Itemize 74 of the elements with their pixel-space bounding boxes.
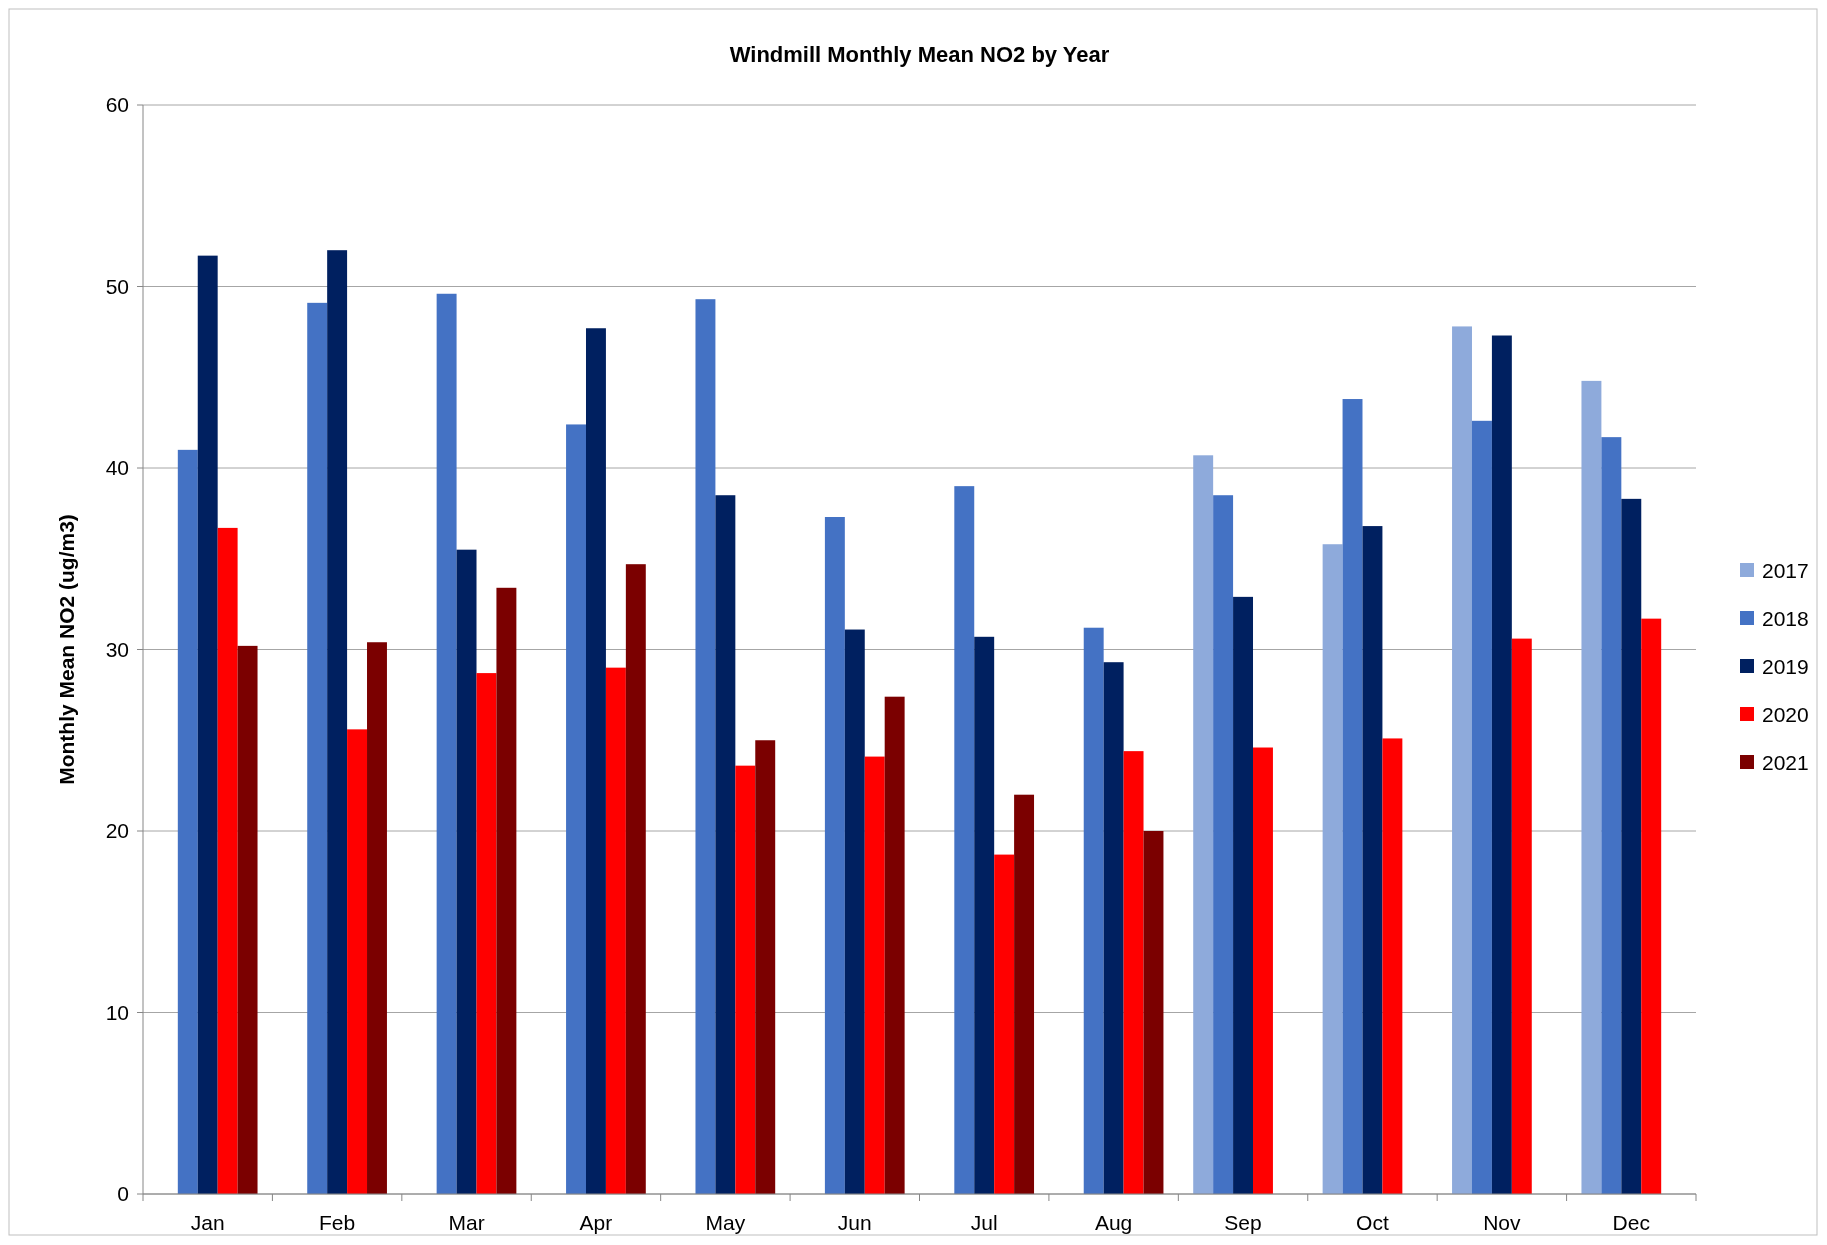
bar <box>954 486 975 1194</box>
bar <box>625 564 646 1194</box>
bar <box>715 495 736 1194</box>
bar <box>1253 747 1273 1194</box>
bar <box>1103 662 1124 1194</box>
bar <box>974 636 995 1194</box>
x-tick-label: Dec <box>1612 1211 1650 1234</box>
legend-label: 2021 <box>1762 751 1809 775</box>
bar <box>1471 420 1492 1194</box>
x-tick-label: Feb <box>319 1211 356 1234</box>
legend-label: 2018 <box>1762 607 1809 631</box>
bar <box>755 740 776 1194</box>
x-tick-label: Jan <box>190 1211 225 1234</box>
bar <box>1123 751 1144 1194</box>
bar <box>197 255 218 1194</box>
bar <box>1491 335 1512 1194</box>
x-tick-label: Jul <box>970 1211 998 1234</box>
bar <box>844 629 865 1194</box>
x-tick-label: Mar <box>448 1211 485 1234</box>
bar <box>1014 794 1035 1194</box>
bar <box>347 729 368 1194</box>
bar <box>695 299 716 1194</box>
bar <box>476 673 497 1194</box>
x-tick-label: May <box>705 1211 746 1234</box>
bar <box>1322 544 1343 1194</box>
bar <box>585 328 606 1194</box>
x-tick-label: Oct <box>1356 1211 1389 1234</box>
legend-label: 2019 <box>1762 655 1809 679</box>
x-tick-label: Aug <box>1094 1211 1133 1234</box>
bar <box>1641 618 1662 1194</box>
bar <box>735 765 756 1194</box>
bar <box>217 527 238 1194</box>
bar <box>177 449 198 1194</box>
bar <box>566 424 586 1194</box>
y-tick-label: 50 <box>105 274 129 298</box>
bar <box>1233 596 1254 1194</box>
bar <box>1342 399 1363 1194</box>
bar <box>1511 638 1532 1194</box>
y-tick-label: 10 <box>105 1000 129 1024</box>
y-tick-label: 60 <box>105 93 129 117</box>
bar <box>605 667 626 1194</box>
bar <box>1382 738 1403 1194</box>
bar <box>307 302 328 1194</box>
x-tick-label: Nov <box>1483 1211 1522 1234</box>
bar <box>1083 627 1104 1194</box>
bar <box>456 549 477 1194</box>
x-tick-label: Apr <box>579 1211 613 1234</box>
legend-label: 2020 <box>1762 703 1809 727</box>
bar <box>1193 455 1214 1194</box>
bar <box>327 250 348 1194</box>
bar <box>884 696 905 1194</box>
bar <box>436 293 457 1194</box>
bar <box>496 587 517 1194</box>
bar <box>1143 831 1164 1194</box>
bar <box>1452 326 1472 1194</box>
bar <box>1621 498 1642 1194</box>
bar <box>1213 495 1234 1194</box>
bar <box>1601 437 1622 1194</box>
y-tick-label: 30 <box>105 637 129 661</box>
x-tick-label: Jun <box>837 1211 872 1234</box>
y-axis-title: Monthly Mean NO2 (ug/m3) <box>55 514 78 785</box>
bar <box>237 645 258 1194</box>
chart-title: Windmill Monthly Mean NO2 by Year <box>729 42 1110 67</box>
bar <box>367 642 387 1194</box>
bar <box>1581 380 1602 1194</box>
bar <box>994 854 1015 1194</box>
legend-label: 2017 <box>1762 559 1809 583</box>
y-tick-label: 20 <box>105 819 129 843</box>
x-tick-label: Sep <box>1224 1211 1262 1234</box>
bar <box>824 517 845 1194</box>
y-tick-label: 40 <box>105 456 129 480</box>
y-tick-label: 0 <box>117 1182 129 1206</box>
bar <box>1362 526 1383 1194</box>
bar <box>864 756 885 1194</box>
